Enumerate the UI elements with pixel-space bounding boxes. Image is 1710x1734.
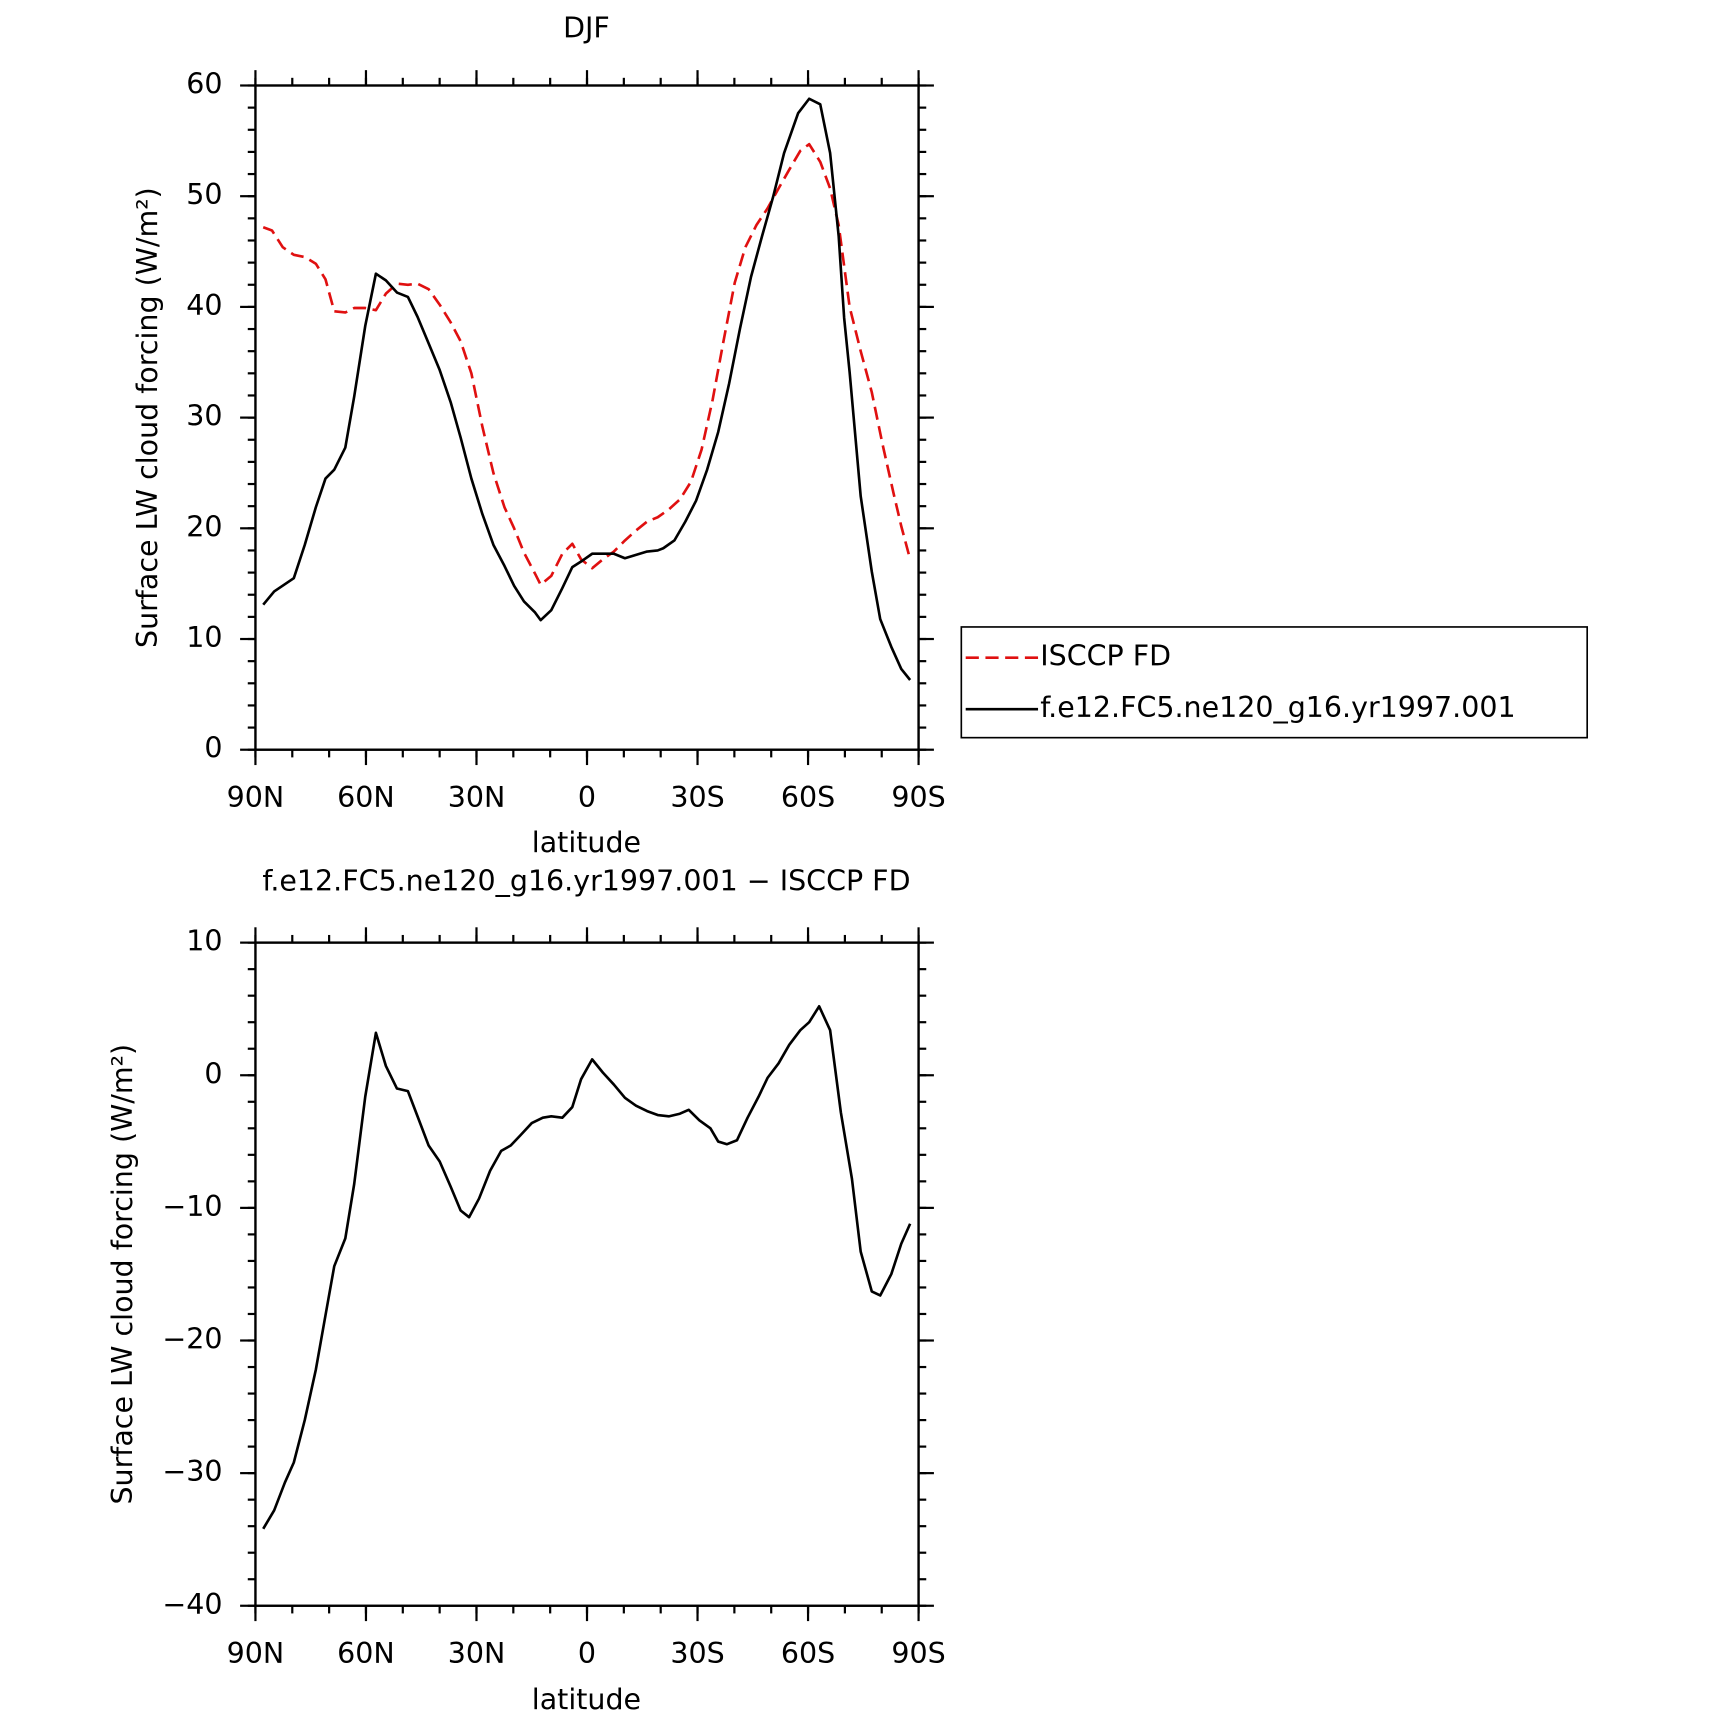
x-axis-label: latitude: [532, 826, 641, 859]
x-tick-label: 60S: [781, 1637, 835, 1670]
y-tick-label: −40: [162, 1588, 222, 1621]
x-tick-label: 90S: [891, 781, 945, 814]
x-tick-label: 30N: [448, 1637, 506, 1670]
chart-title: f.e12.FC5.ne120_g16.yr1997.001 − ISCCP F…: [262, 864, 910, 897]
y-tick-label: 10: [186, 925, 222, 958]
x-tick-label: 30S: [670, 1637, 724, 1670]
legend: ISCCP FD f.e12.FC5.ne120_g16.yr1997.001: [960, 626, 1589, 739]
series-line: [262, 142, 912, 587]
x-tick-label: 60N: [337, 781, 395, 814]
y-tick-label: 40: [186, 289, 222, 322]
legend-box: [960, 626, 1589, 739]
plot-frame: [254, 941, 920, 1607]
y-tick-label: 50: [186, 178, 222, 211]
chart-title: DJF: [563, 12, 610, 45]
x-tick-label: 60S: [781, 781, 835, 814]
y-tick-label: 30: [186, 400, 222, 433]
y-tick-label: 0: [204, 1057, 222, 1090]
y-tick-label: 20: [186, 510, 222, 543]
y-tick-label: 60: [186, 67, 222, 100]
x-tick-label: 0: [578, 1637, 596, 1670]
x-axis-label: latitude: [532, 1683, 641, 1716]
y-axis-label: Surface LW cloud forcing (W/m²): [106, 1044, 139, 1505]
legend-label: f.e12.FC5.ne120_g16.yr1997.001: [1040, 691, 1515, 724]
x-tick-label: 90S: [891, 1637, 945, 1670]
x-tick-label: 60N: [337, 1637, 395, 1670]
x-tick-label: 90N: [227, 1637, 285, 1670]
y-axis-label: Surface LW cloud forcing (W/m²): [131, 187, 164, 648]
y-tick-label: −30: [162, 1455, 222, 1488]
y-tick-label: −10: [162, 1190, 222, 1223]
x-tick-label: 90N: [227, 781, 285, 814]
y-tick-label: 0: [204, 732, 222, 765]
x-tick-label: 30N: [448, 781, 506, 814]
series-line: [262, 1004, 912, 1530]
x-tick-label: 0: [578, 781, 596, 814]
x-tick-label: 30S: [670, 781, 724, 814]
y-tick-label: 10: [186, 621, 222, 654]
series-line: [262, 97, 912, 681]
y-tick-label: −20: [162, 1323, 222, 1356]
legend-label: ISCCP FD: [1040, 640, 1171, 673]
plot-frame: [254, 84, 920, 751]
